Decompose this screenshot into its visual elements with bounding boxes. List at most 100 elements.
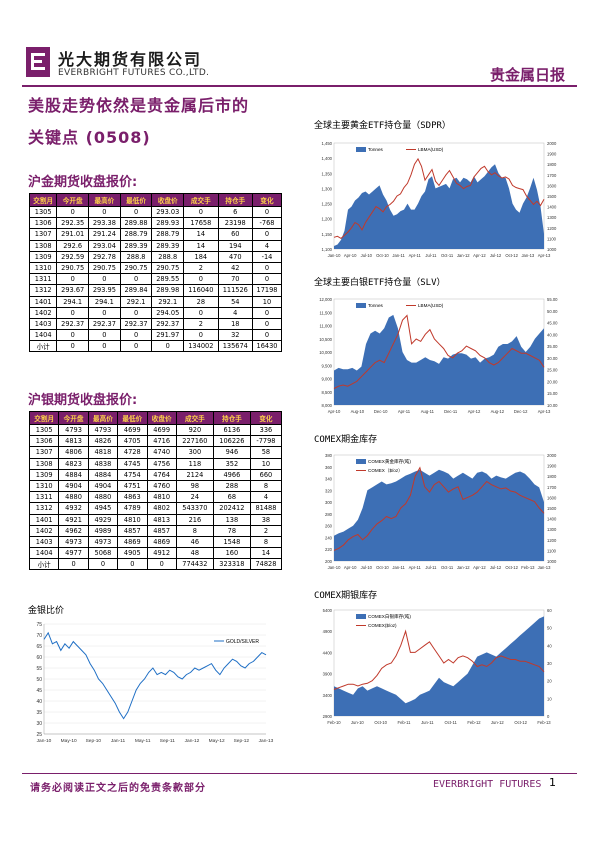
x-axis-tick: Oct-11: [445, 720, 458, 725]
x-axis-tick: Jan-13: [521, 253, 534, 258]
table-row: 1305 4793 4793 4699 4699 920 6136 336: [28, 423, 283, 437]
right-axis-tick: 20.00: [547, 379, 558, 384]
table-cell: 10: [249, 457, 283, 470]
column-header: 成交手: [183, 193, 219, 207]
table-cell: 4966: [212, 468, 251, 481]
gold-futures-table: 交割月 今开盘 最高价 最低价 收盘价 成交手 持仓手 变化 1305 0 0 0 293.03 0 6 0…: [28, 193, 282, 353]
left-axis-tick: 3900: [323, 672, 333, 677]
gold-section-title: 沪金期货收盘报价:: [28, 175, 138, 190]
table-cell: 1306: [28, 217, 58, 230]
table-cell: 135674: [217, 340, 254, 353]
left-axis-tick: 5400: [323, 608, 333, 613]
table-cell: 292.37: [119, 317, 153, 331]
table-cell: 74828: [249, 558, 283, 571]
table-cell: 98: [175, 479, 214, 493]
y-axis-tick: 75: [36, 622, 42, 628]
table-cell: 0: [87, 558, 119, 571]
left-axis-tick: 11,000: [320, 324, 333, 329]
table-cell: 0: [252, 205, 282, 219]
comex_silver-svg: 2900 3400 3900 4400 4900 5400 0 10 20 30 40 50 60 Feb…: [323, 608, 553, 725]
table-cell: 4973: [58, 535, 89, 549]
ratio-svg: 25 30 35 40 45 50 55 60 65 70 75 Jan-10 May-10 Sep-10…: [36, 622, 273, 744]
table-cell: 0: [56, 329, 90, 342]
table-row: 小计 0 0 0 0 774432 323318 74828: [28, 558, 283, 571]
table-cell: 10: [252, 295, 282, 308]
table-cell: 4793: [58, 423, 89, 437]
slv-svg: 8,000 8,500 9,000 9,500 10,000 10,500 11,000 11…: [319, 297, 558, 414]
table-cell: 1309: [28, 468, 60, 481]
area-series-0: [334, 314, 544, 405]
right-axis-tick: 40: [547, 643, 552, 648]
table-cell: 14: [183, 228, 219, 241]
table-cell: 1309: [28, 250, 58, 263]
table-cell: 1312: [28, 502, 60, 515]
table-cell: 4912: [146, 547, 177, 560]
table-cell: 17658: [183, 217, 219, 230]
column-header: 持仓手: [217, 193, 254, 207]
table-cell: 2: [249, 524, 283, 537]
table-cell: 292.35: [56, 217, 90, 230]
table-cell: 1402: [28, 524, 60, 537]
column-header: 今开盘: [58, 411, 89, 425]
x-axis-tick: Jan-13: [538, 565, 551, 570]
table-cell: 0: [146, 558, 177, 571]
right-axis-tick: 40.00: [547, 332, 558, 337]
table-row: 1403 292.37 292.37 292.37 292.37 2 18 0: [28, 317, 282, 331]
table-cell: 292.1: [119, 295, 153, 308]
y-axis-tick: 40: [36, 699, 42, 705]
table-header-row: 交割月 今开盘 最高价 最低价 收盘价 成交手 持仓手 变化: [28, 411, 283, 425]
table-cell: 118: [175, 457, 214, 470]
table-cell: 18: [217, 317, 254, 331]
x-axis-tick: Feb-10: [327, 720, 341, 725]
table-cell: 24: [175, 491, 214, 504]
line-series-1: [333, 157, 545, 240]
report-title-line-1: 美股走势依然是贵金属后市的: [28, 96, 250, 115]
x-axis-tick: May-11: [135, 738, 151, 744]
table-cell: 1307: [28, 446, 60, 459]
comex-silver-chart-title: COMEX期银库存: [314, 591, 378, 601]
table-row: 1403 4973 4973 4869 4869 46 1548 8: [28, 535, 283, 549]
table-cell: 293.03: [151, 205, 185, 219]
left-axis-tick: 2900: [323, 714, 333, 719]
comex-gold-chart-title: COMEX期金库存: [314, 435, 378, 445]
table-cell: -7798: [249, 435, 283, 448]
table-cell: 2124: [175, 468, 214, 481]
x-axis-tick: Oct-12: [514, 720, 527, 725]
left-axis-tick: 1,100: [322, 247, 333, 252]
table-cell: 0: [119, 340, 153, 353]
table-cell: 1307: [28, 228, 58, 241]
legend-label: LBMA(USD): [418, 303, 444, 308]
left-axis-tick: 9,500: [322, 363, 333, 368]
table-row: 1306 4813 4826 4705 4716 227160 106226 -7798: [28, 435, 283, 448]
left-axis-tick: 4900: [323, 629, 333, 634]
table-cell: 4: [217, 306, 254, 319]
column-header: 最高价: [88, 193, 121, 207]
column-header: 最低价: [117, 411, 148, 425]
table-cell: -14: [252, 250, 282, 263]
table-cell: 4869: [146, 535, 177, 549]
table-cell: 291.24: [88, 228, 121, 241]
table-cell: 289.98: [151, 284, 185, 297]
table-row: 1307 4806 4818 4728 4740 300 946 58: [28, 446, 283, 459]
right-axis-tick: 10.00: [547, 403, 558, 408]
table-cell: 32: [217, 329, 254, 342]
table-cell: 0: [183, 273, 219, 286]
table-cell: 0: [88, 329, 121, 342]
left-axis-tick: 1,200: [322, 217, 333, 222]
left-axis-tick: 260: [325, 524, 333, 529]
x-axis-tick: Jan-12: [457, 253, 470, 258]
right-axis-tick: 1000: [547, 559, 557, 564]
table-cell: 1312: [28, 284, 58, 297]
x-axis-tick: Apr-10: [344, 253, 357, 258]
table-cell: 4904: [58, 479, 89, 493]
column-header: 收盘价: [146, 411, 177, 425]
x-axis-tick: Apr-12: [473, 253, 486, 258]
table-cell: 774432: [175, 558, 214, 571]
table-cell: 1402: [28, 306, 58, 319]
table-cell: 300: [175, 446, 214, 459]
table-row: 1310 4904 4904 4751 4760 98 288 8: [28, 479, 283, 493]
x-axis-tick: Oct-11: [441, 253, 454, 258]
left-axis-tick: 1,250: [322, 202, 333, 207]
table-cell: 289.55: [151, 273, 185, 286]
table-cell: 291.01: [56, 228, 90, 241]
